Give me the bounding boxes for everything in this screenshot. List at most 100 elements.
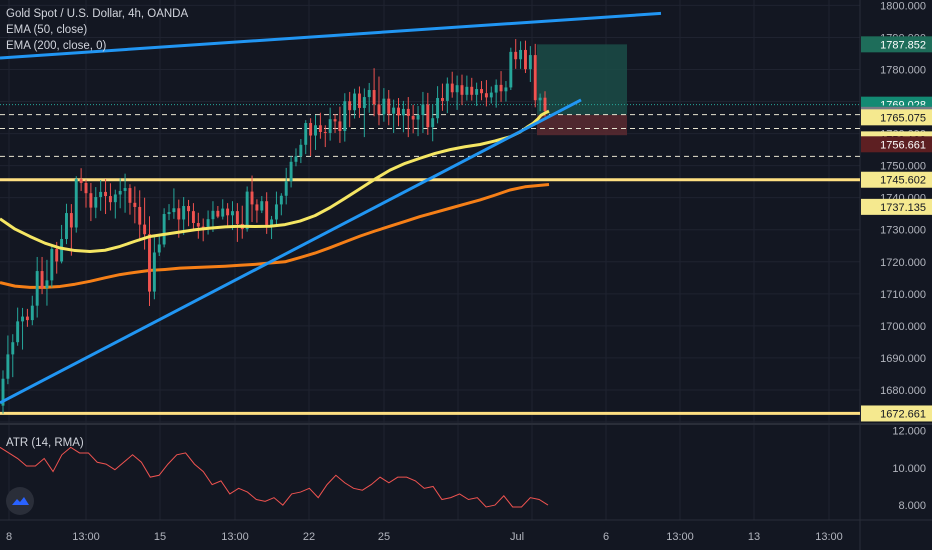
candle-body <box>84 182 88 194</box>
candle-body <box>138 206 142 225</box>
time-tick-label: 25 <box>378 531 390 543</box>
legend-title: Gold Spot / U.S. Dollar, 4h, OANDA <box>6 8 189 20</box>
candle-body <box>113 194 117 203</box>
candle-body <box>314 125 317 136</box>
time-tick-label: 13 <box>748 531 760 543</box>
candle-body <box>274 204 278 220</box>
candle-body <box>416 115 420 120</box>
candle-body <box>94 197 98 208</box>
candle-body <box>299 144 303 157</box>
time-tick-label: 15 <box>154 531 166 543</box>
candle-body <box>177 208 181 220</box>
candle-body <box>79 179 83 183</box>
candle-body <box>304 123 308 145</box>
candle-body <box>40 271 44 289</box>
time-tick-label: Jul <box>510 531 524 543</box>
price-tag <box>861 36 932 53</box>
position-stop-zone <box>537 114 627 136</box>
candle-body <box>440 98 444 101</box>
candle-body <box>6 354 10 379</box>
atr-tick-label: 12.000 <box>892 426 926 438</box>
time-tick-label: 8 <box>6 531 12 543</box>
candle-body <box>392 107 396 114</box>
upper-trendline <box>0 11 662 60</box>
candle-body <box>265 201 269 225</box>
price-tick-label: 1700.000 <box>880 321 926 333</box>
candle-body <box>470 86 474 95</box>
price-tag <box>861 405 932 422</box>
candle-body <box>55 248 59 262</box>
candle-body <box>475 89 479 95</box>
candle-body <box>104 191 108 197</box>
candle-body <box>333 119 337 122</box>
candle-body <box>543 97 547 112</box>
atr-legend: ATR (14, RMA) <box>6 437 84 449</box>
candle-body <box>431 118 435 128</box>
candle-body <box>35 271 39 306</box>
price-tick-label: 1730.000 <box>880 225 926 237</box>
price-tag-label: 1765.075 <box>880 112 926 124</box>
atr-tick-label: 10.000 <box>892 463 926 475</box>
candle-body <box>206 219 210 227</box>
candle-body <box>260 201 264 211</box>
candle-body <box>279 195 283 205</box>
candle-body <box>172 208 176 213</box>
candle-body <box>524 49 527 70</box>
time-tick-label: 6 <box>603 531 609 543</box>
candle-body <box>348 101 352 111</box>
candle-body <box>406 108 410 116</box>
candle-body <box>187 206 191 212</box>
price-tag <box>861 109 932 126</box>
candle-body <box>397 107 400 116</box>
candle-body <box>216 210 220 217</box>
legend-ema200: EMA (200, close, 0) <box>6 40 107 52</box>
candle-body <box>226 208 230 216</box>
candle-body <box>484 93 488 98</box>
candle-body <box>152 252 156 292</box>
candle-body <box>294 156 298 162</box>
candle-body <box>231 211 234 216</box>
candle-body <box>235 211 239 224</box>
candle-body <box>250 191 254 205</box>
candle-body <box>411 115 415 120</box>
time-tick-label: 13:00 <box>666 531 694 543</box>
price-tick-label: 1690.000 <box>880 353 926 365</box>
price-tag <box>861 136 932 153</box>
candle-body <box>323 131 327 133</box>
price-tag-label: 1745.602 <box>880 175 926 187</box>
candle-body <box>221 208 225 217</box>
candle-body <box>455 85 459 93</box>
tradingview-logo <box>6 487 34 515</box>
price-tick-label: 1680.000 <box>880 385 926 397</box>
candle-body <box>528 55 532 70</box>
candle-body <box>50 248 54 281</box>
candle-body <box>450 83 454 93</box>
candle-body <box>421 104 425 116</box>
time-tick-label: 13:00 <box>72 531 100 543</box>
candle-body <box>16 321 20 343</box>
candle-body <box>426 104 430 128</box>
candle-body <box>118 190 122 195</box>
atr-tick-label: 8.000 <box>898 500 926 512</box>
candle-body <box>11 342 15 355</box>
candle-body <box>191 211 195 223</box>
candle-body <box>372 90 376 105</box>
candle-body <box>1 378 5 406</box>
candle-body <box>538 97 542 101</box>
price-tag-label: 1787.852 <box>880 39 926 51</box>
candle-body <box>533 55 537 101</box>
candle-body <box>162 214 166 245</box>
candle-body <box>480 89 483 94</box>
candle-body <box>445 83 449 101</box>
candle-body <box>353 93 357 111</box>
candle-body <box>21 316 24 322</box>
candle-body <box>460 85 464 95</box>
price-tick-label: 1720.000 <box>880 257 926 269</box>
candle-body <box>196 222 200 227</box>
candle-body <box>270 219 274 225</box>
candle-body <box>201 226 205 228</box>
candle-body <box>65 213 68 240</box>
candle-body <box>157 244 161 253</box>
